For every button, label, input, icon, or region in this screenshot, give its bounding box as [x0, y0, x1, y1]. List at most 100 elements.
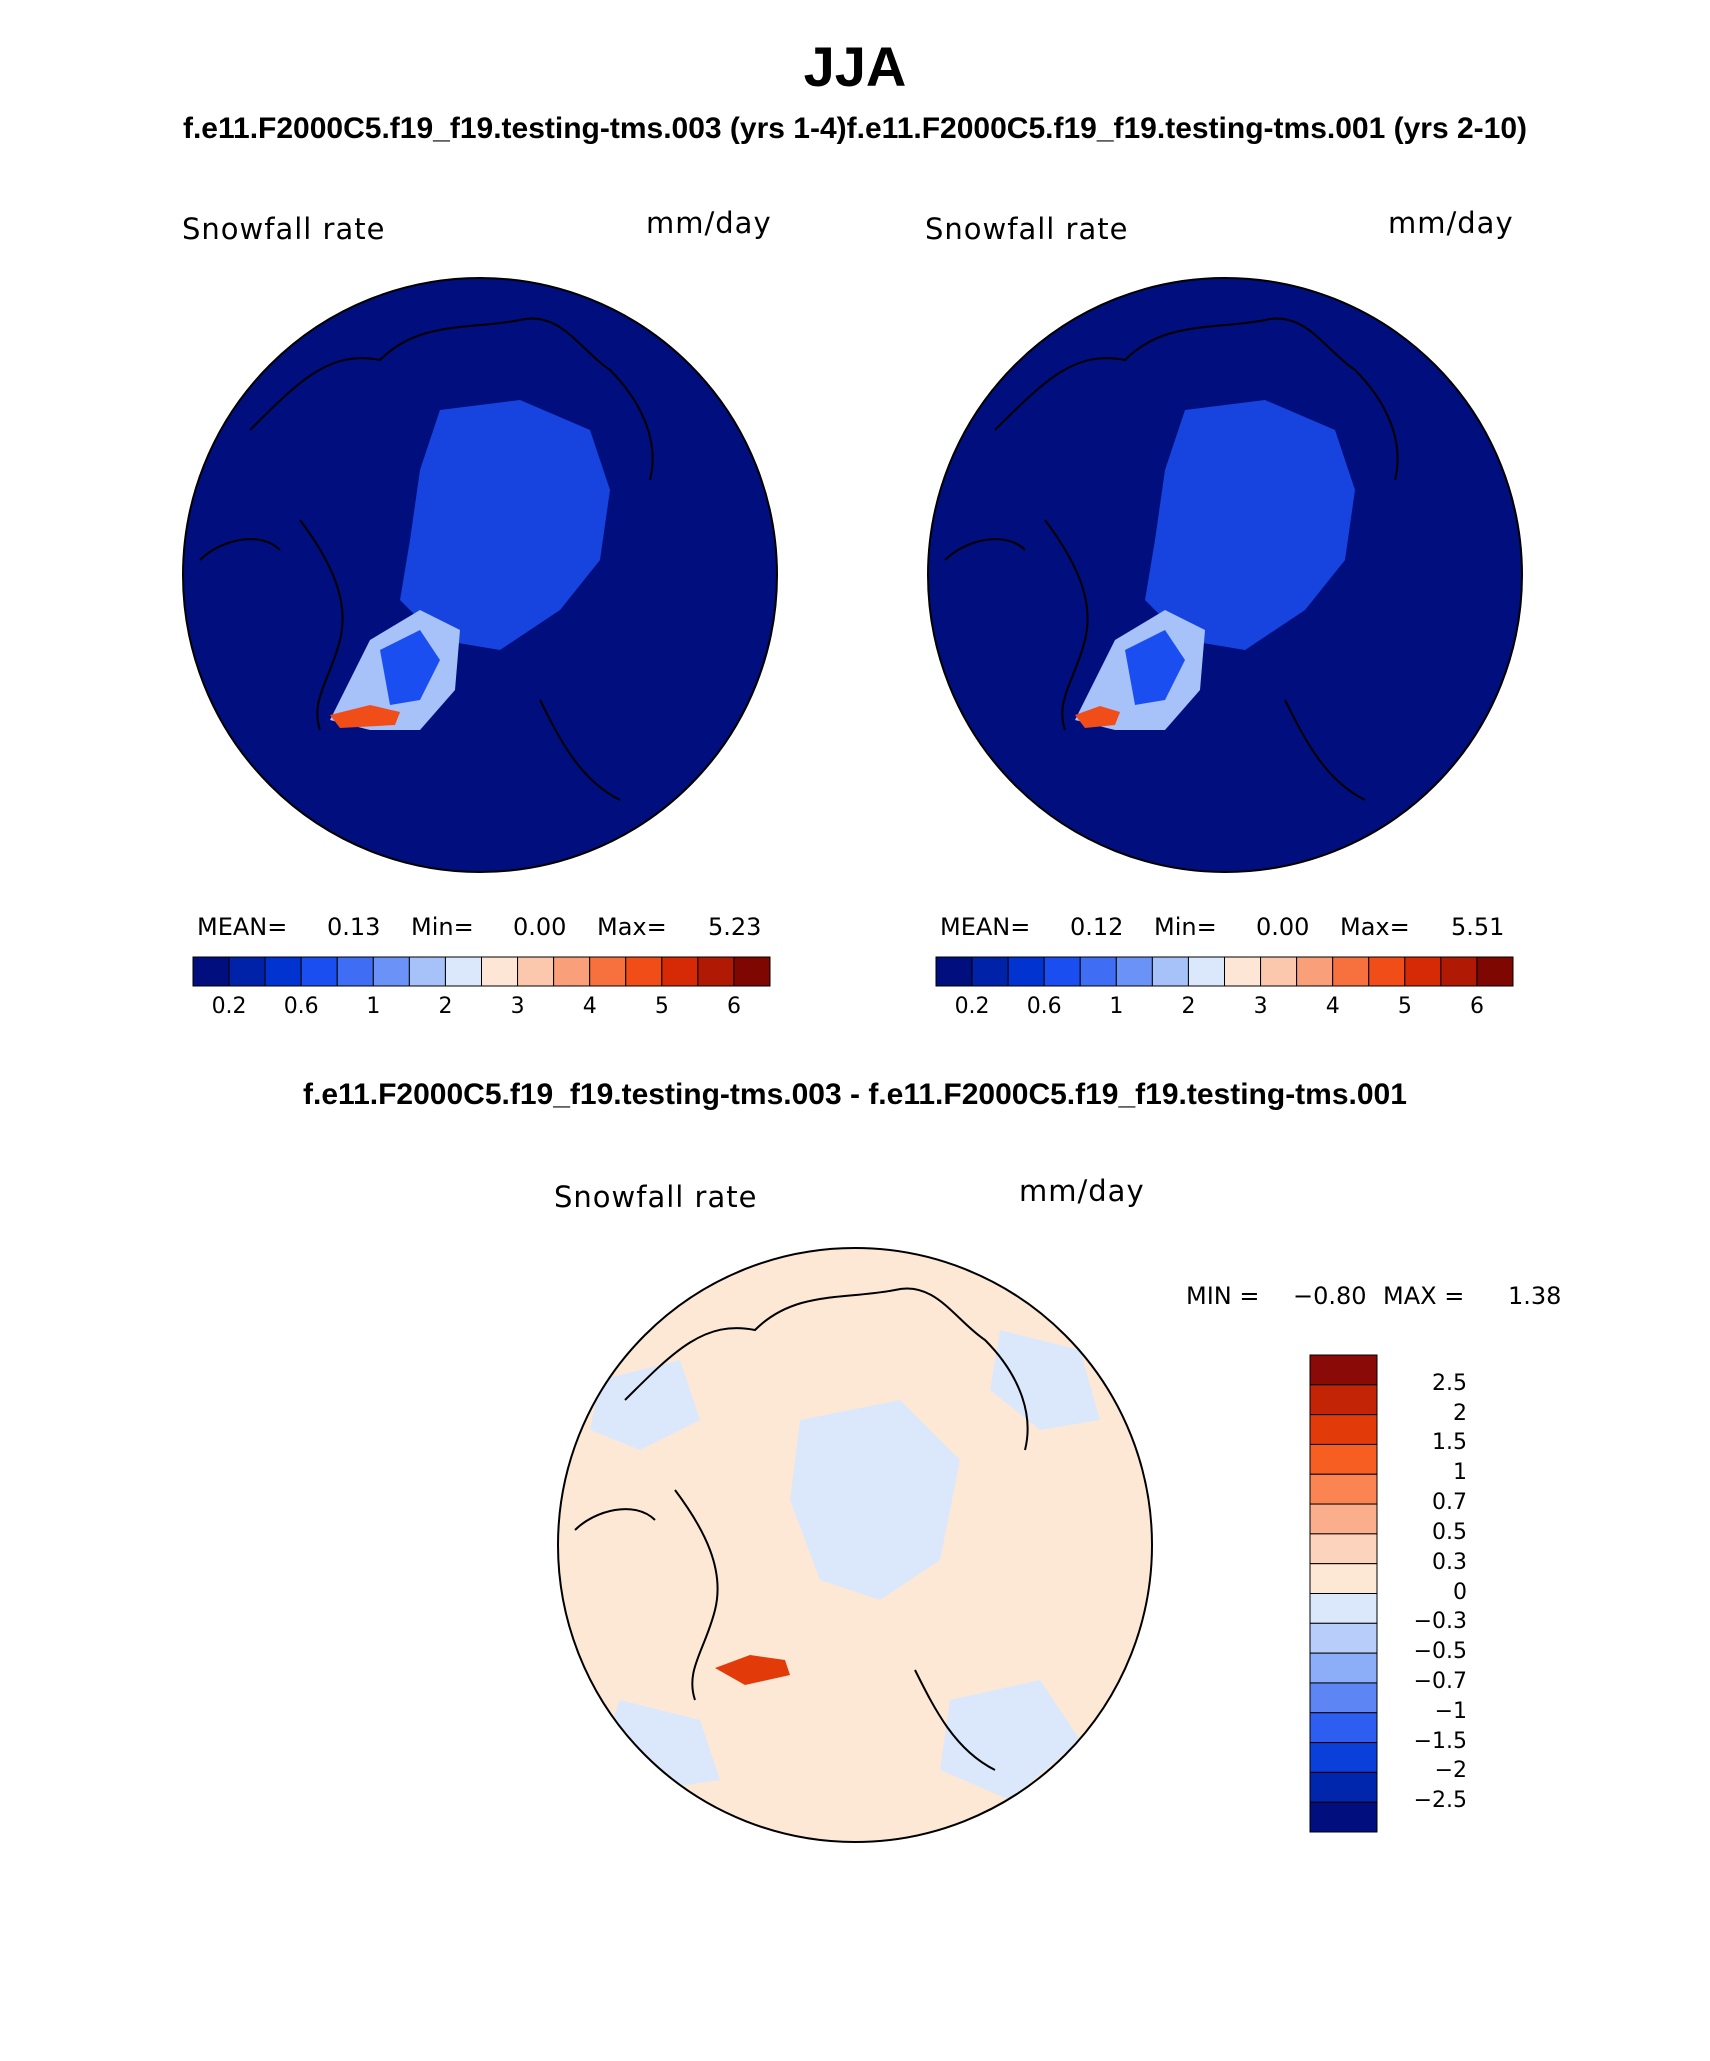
- panel-1-max-value: 5.23: [708, 913, 762, 941]
- colorbar-diff: [1309, 1354, 1378, 1833]
- colorbar-swatch: [372, 956, 410, 987]
- colorbar-tick-label: 0.6: [1026, 994, 1062, 1019]
- colorbar-swatch: [971, 956, 1009, 987]
- diff-variable: Snowfall rate: [554, 1180, 758, 1214]
- colorbar-swatch: [1309, 1593, 1378, 1624]
- colorbar-swatch: [1309, 1443, 1378, 1475]
- colorbar-swatch: [192, 956, 230, 987]
- colorbar-swatch: [1309, 1742, 1378, 1773]
- colorbar-tick-label: −2: [1434, 1758, 1467, 1784]
- colorbar-tick-label: −0.3: [1413, 1609, 1467, 1635]
- colorbar-tick-label: 4: [582, 994, 597, 1019]
- colorbar-tick-label: 5: [1397, 994, 1412, 1019]
- colorbar-swatch: [1224, 956, 1262, 987]
- colorbar-tick-label: −0.5: [1413, 1639, 1467, 1665]
- colorbar-swatch: [1440, 956, 1478, 987]
- colorbar-tick-label: 0.5: [1432, 1519, 1467, 1545]
- panel-1-variable: Snowfall rate: [182, 212, 386, 246]
- map-diff-neg-region-5: [940, 1680, 1080, 1800]
- colorbar-swatch: [1309, 1712, 1378, 1744]
- colorbar-swatch: [1404, 956, 1442, 987]
- diff-max-value: 1.38: [1508, 1282, 1562, 1310]
- panel-2-max-label: Max=: [1340, 913, 1410, 941]
- map-diff-coast: [574, 1287, 1029, 1771]
- colorbar-swatch: [1332, 956, 1370, 987]
- colorbar-tick-label: 2.5: [1432, 1370, 1467, 1396]
- diff-min-label: MIN =: [1186, 1282, 1260, 1310]
- map-1-greenland-core: [380, 630, 440, 705]
- panel-2-mean-value: 0.12: [1070, 913, 1124, 941]
- panel-1-units: mm/day: [646, 206, 772, 240]
- colorbar-swatch: [408, 956, 446, 987]
- panel-1-min-label: Min=: [411, 913, 474, 941]
- colorbar-tick-label: 4: [1325, 994, 1340, 1019]
- panel-2-min-value: 0.00: [1256, 913, 1310, 941]
- colorbar-swatch: [264, 956, 302, 987]
- colorbar-swatch: [1187, 956, 1225, 987]
- colorbar-tick-label: −1.5: [1413, 1728, 1467, 1754]
- panel-2-units: mm/day: [1388, 206, 1514, 240]
- colorbar-tick-label: −2.5: [1413, 1788, 1467, 1814]
- colorbar-swatch: [1296, 956, 1334, 987]
- colorbar-tick-label: 0.2: [954, 994, 990, 1019]
- colorbar-swatch: [733, 956, 771, 987]
- colorbar-tick-label: 1.5: [1432, 1430, 1467, 1456]
- colorbar-tick-label: 2: [1453, 1400, 1467, 1426]
- case-a-label: f.e11.F2000C5.f19_f19.testing-tms.003 (y…: [182, 112, 847, 145]
- case-b-label: f.e11.F2000C5.f19_f19.testing-tms.001 (y…: [846, 112, 1528, 145]
- colorbar-swatch: [300, 956, 338, 987]
- diff-min-value: −0.80: [1293, 1282, 1367, 1310]
- map-diff-peak: [715, 1655, 790, 1685]
- colorbar-swatch: [517, 956, 555, 987]
- colorbar-tick-label: 2: [438, 994, 453, 1019]
- map-diff-neg-region-1: [790, 1400, 960, 1600]
- colorbar-swatch: [1007, 956, 1045, 987]
- panel-1-min-value: 0.00: [513, 913, 567, 941]
- colorbar-swatch: [1309, 1473, 1378, 1505]
- colorbar-tick-label: 0.6: [283, 994, 319, 1019]
- map-1-coast: [199, 317, 654, 801]
- colorbar-swatch: [1309, 1533, 1378, 1565]
- map-panel-2: [928, 278, 1522, 872]
- map-1-arctic-snow: [400, 400, 610, 650]
- colorbar-swatch: [481, 956, 519, 987]
- colorbar-tick-label: 3: [1253, 994, 1268, 1019]
- colorbar-swatch: [1309, 1414, 1378, 1445]
- colorbar-tick-label: 0.3: [1432, 1549, 1467, 1575]
- map-2-greenland-peak: [1075, 706, 1120, 728]
- colorbar-swatch: [336, 956, 374, 987]
- diff-title: f.e11.F2000C5.f19_f19.testing-tms.003 - …: [303, 1078, 1407, 1111]
- colorbar-tick-label: 3: [510, 994, 525, 1019]
- colorbar-panel-2: [935, 956, 1514, 987]
- diff-units: mm/day: [1019, 1174, 1145, 1208]
- map-panel-1: [183, 278, 777, 872]
- colorbar-swatch: [661, 956, 699, 987]
- diff-max-label: MAX =: [1383, 1282, 1465, 1310]
- colorbar-swatch: [1309, 1801, 1378, 1833]
- colorbar-swatch: [1309, 1622, 1378, 1654]
- colorbar-tick-label: 0: [1453, 1579, 1467, 1605]
- colorbar-tick-label: 1: [366, 994, 381, 1019]
- colorbar-swatch: [589, 956, 627, 987]
- map-1-border: [182, 277, 778, 873]
- map-1-greenland-peak: [330, 705, 400, 728]
- colorbar-swatch: [1043, 956, 1081, 987]
- colorbar-swatch: [1309, 1771, 1378, 1803]
- panel-2-mean-label: MEAN=: [940, 913, 1031, 941]
- colorbar-swatch: [697, 956, 735, 987]
- map-2-arctic-snow: [1145, 400, 1355, 650]
- colorbar-tick-label: −0.7: [1413, 1668, 1467, 1694]
- colorbar-tick-label: 6: [726, 994, 741, 1019]
- panel-2-min-label: Min=: [1154, 913, 1217, 941]
- colorbar-panel-1: [192, 956, 771, 987]
- colorbar-swatch: [1368, 956, 1406, 987]
- colorbar-swatch: [1309, 1682, 1378, 1714]
- map-2-greenland-core: [1125, 630, 1185, 705]
- colorbar-swatch: [935, 956, 973, 987]
- colorbar-swatch: [1115, 956, 1153, 987]
- colorbar-tick-label: 6: [1469, 994, 1484, 1019]
- colorbar-tick-label: 1: [1453, 1460, 1467, 1486]
- map-2-coast: [944, 317, 1399, 801]
- panel-2-max-value: 5.51: [1451, 913, 1505, 941]
